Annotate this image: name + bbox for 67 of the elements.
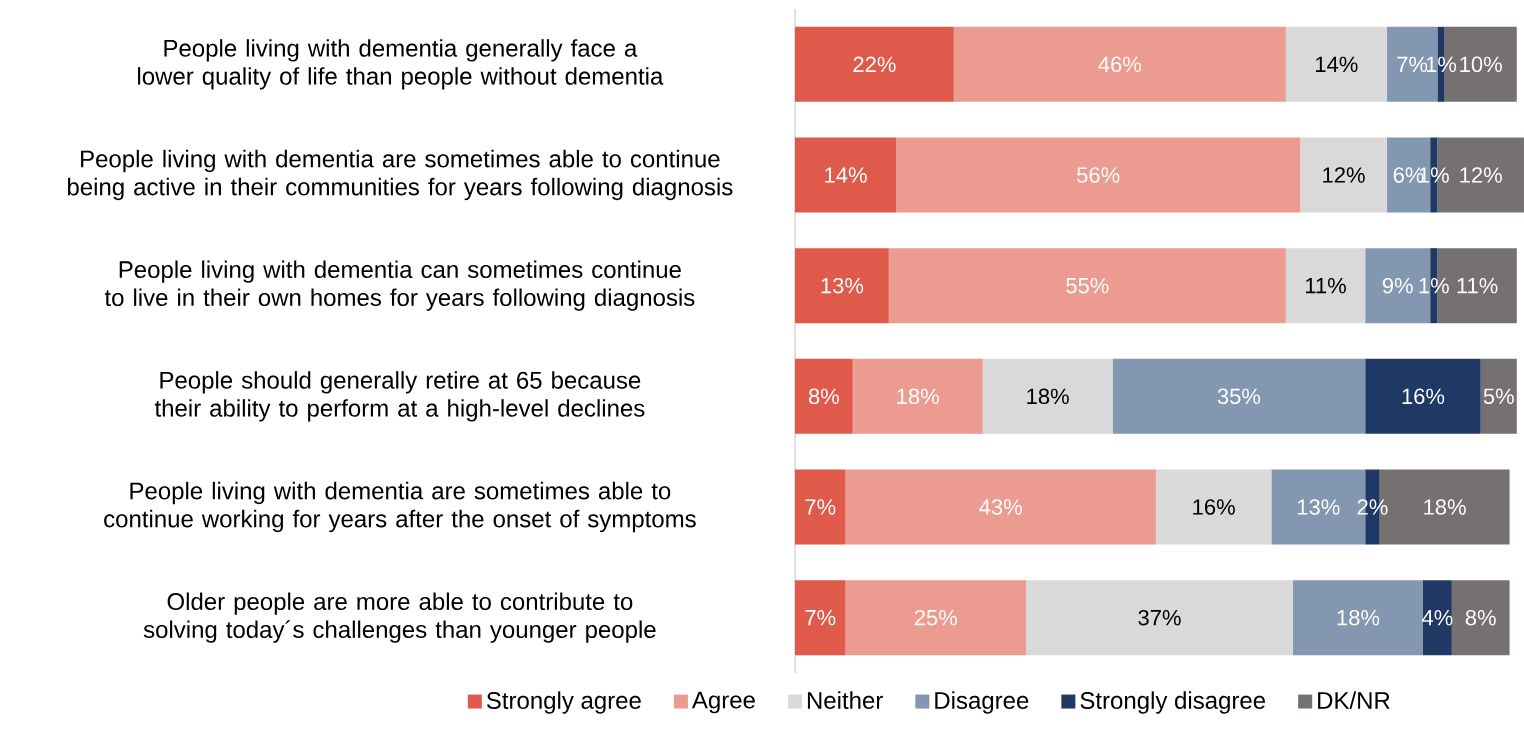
data-label: 14% — [1316, 56, 1358, 73]
bar — [852, 358, 983, 434]
bar — [845, 469, 1156, 545]
legend-label: Disagree — [935, 691, 1029, 714]
data-label: 37% — [1138, 609, 1181, 626]
bar — [982, 358, 1113, 434]
y-tick-label: People living with dementia generally face a lower quality of life than people without dementia — [138, 39, 664, 90]
data-label: 18% — [897, 388, 939, 405]
data-label: 14% — [825, 167, 867, 183]
bar — [795, 248, 889, 324]
data-label: 25% — [914, 609, 957, 626]
data-label: 7% — [1397, 56, 1428, 73]
data-label: 10% — [1460, 56, 1502, 73]
data-label: 18% — [1337, 609, 1380, 626]
bar — [1451, 580, 1510, 656]
bar — [1155, 469, 1272, 545]
bar — [1365, 358, 1481, 434]
bar — [795, 137, 897, 213]
data-label: 13% — [1297, 499, 1340, 515]
bar — [1025, 580, 1294, 656]
data-label: 35% — [1217, 388, 1261, 405]
data-label: 5% — [1483, 388, 1514, 405]
legend-label: Strongly disagree — [1080, 691, 1266, 714]
data-label: 11% — [1457, 277, 1498, 294]
bar — [1293, 580, 1423, 656]
y-tick-label: People should generally retire at 65 because their ability to perform at a high-level declines — [154, 371, 645, 422]
data-label: 12% — [1323, 167, 1365, 183]
data-label: 12% — [1460, 167, 1502, 183]
bar — [1285, 248, 1366, 324]
bar — [1422, 580, 1452, 656]
data-label: 13% — [821, 277, 864, 294]
bar — [896, 137, 1301, 213]
data-label: 46% — [1098, 56, 1142, 73]
data-label: 9% — [1382, 277, 1413, 294]
data-label: 16% — [1193, 499, 1235, 515]
bar — [1285, 26, 1387, 102]
bar — [888, 248, 1286, 324]
bar — [1480, 358, 1517, 434]
y-tick-label: Older people are more able to contribute to solving today´s challenges than younger people — [143, 592, 656, 643]
data-label: 7% — [805, 609, 836, 626]
data-label: 43% — [979, 499, 1022, 515]
data-label: 55% — [1066, 277, 1109, 294]
y-tick-label: People living with dementia are sometimes able to continue being active in their communities for years following diagnosis — [67, 149, 733, 201]
bar — [795, 358, 853, 434]
bar — [1300, 137, 1387, 213]
bar — [845, 580, 1026, 656]
data-label: 16% — [1402, 388, 1445, 405]
legend-label: Strongly agree — [486, 691, 641, 714]
data-label: 56% — [1077, 167, 1120, 183]
legend-label: Agree — [691, 691, 755, 714]
data-label: 11% — [1305, 277, 1346, 294]
data-label: 8% — [1465, 609, 1496, 626]
data-label: 8% — [808, 388, 839, 405]
data-label: 18% — [1424, 499, 1466, 515]
bar — [795, 580, 846, 656]
y-tick-label: People living with dementia are sometimes able to continue working for years after the onset of symptoms — [104, 481, 696, 533]
y-tick-label: People living with dementia can sometimes continue to live in their own homes for years following diagnosis — [104, 260, 695, 311]
data-label: 18% — [1027, 388, 1069, 405]
bar — [795, 469, 846, 545]
data-label: 22% — [853, 56, 896, 73]
data-label: 4% — [1422, 609, 1453, 626]
legend-label: DK/NR — [1318, 691, 1390, 709]
data-label: 7% — [805, 499, 836, 515]
bar — [953, 26, 1286, 102]
bar — [795, 26, 954, 102]
bar — [1112, 358, 1366, 434]
legend-label: Neither — [807, 691, 883, 709]
